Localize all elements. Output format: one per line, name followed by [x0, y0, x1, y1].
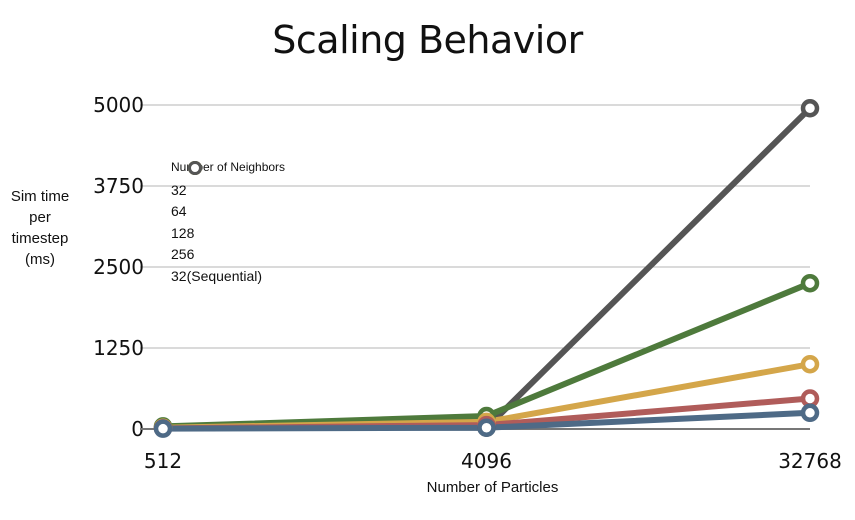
data-point: [800, 389, 820, 408]
legend-label: 32: [171, 181, 187, 198]
legend-item: 128: [171, 161, 285, 244]
legend-label: 256: [171, 246, 195, 263]
data-point: [800, 403, 820, 423]
x-tick-label: 32768: [778, 449, 842, 473]
x-axis-label: Number of Particles: [426, 479, 559, 496]
legend-item: 64: [171, 161, 285, 223]
legend-label: 32(Sequential): [171, 267, 263, 284]
data-point: [800, 354, 820, 374]
legend-marker-icon: [188, 161, 202, 175]
y-tick-label: 1250: [93, 336, 144, 360]
data-point: [800, 273, 820, 293]
y-axis-label: Sim time per timestep (ms): [10, 188, 70, 268]
legend-item: 256: [171, 161, 285, 266]
data-point: [800, 98, 820, 118]
x-tick-label: 4096: [461, 449, 512, 473]
data-point: [153, 419, 173, 438]
legend-item: 32: [171, 161, 285, 201]
x-tick-label: 512: [144, 449, 182, 473]
legend-marker-circle: [188, 161, 202, 175]
y-tick-label: 5000: [93, 93, 144, 117]
y-tick-label: 3750: [93, 174, 144, 198]
legend-label: 128: [171, 224, 195, 241]
legend: Number of Neighbors 32 64 128 256 32(Sequent…: [171, 160, 285, 287]
chart-title: Scaling Behavior: [272, 18, 583, 62]
y-tick-label: 0: [131, 417, 144, 441]
y-tick-label: 2500: [93, 255, 144, 279]
legend-item: 32(Sequential): [171, 161, 285, 287]
data-point: [477, 418, 496, 437]
legend-label: 64: [171, 203, 187, 220]
